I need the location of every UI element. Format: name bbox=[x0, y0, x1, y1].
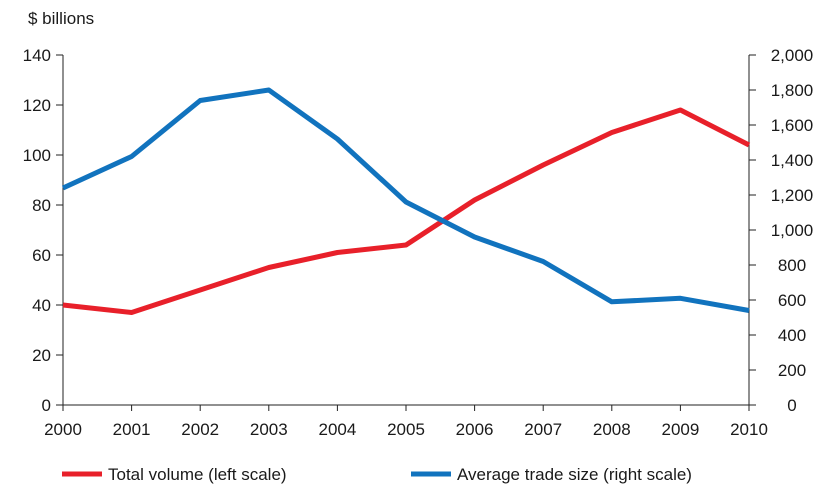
left-tick-label: 80 bbox=[32, 196, 51, 215]
series-line-1 bbox=[62, 107, 751, 315]
legend-label-1: Total volume (left scale) bbox=[108, 465, 287, 484]
right-tick-label: 1,200 bbox=[771, 186, 814, 205]
x-tick-label: 2003 bbox=[250, 420, 288, 439]
x-tick-label: 2008 bbox=[593, 420, 631, 439]
x-tick-label: 2005 bbox=[387, 420, 425, 439]
right-tick-label: 600 bbox=[778, 291, 806, 310]
right-tick-label: 2,000 bbox=[771, 46, 814, 65]
x-tick-label: 2006 bbox=[456, 420, 494, 439]
left-tick-label: 140 bbox=[23, 46, 51, 65]
right-tick-label: 1,600 bbox=[771, 116, 814, 135]
axes: 0 20 40 60 80 100 120 140 0 200 400 600 800 1,000 1,20… bbox=[23, 46, 814, 439]
right-tick-label: 1,400 bbox=[771, 151, 814, 170]
left-tick-label: 0 bbox=[42, 396, 51, 415]
right-tick-label: 200 bbox=[778, 361, 806, 380]
legend: Total volume (left scale) Average trade s… bbox=[62, 465, 692, 484]
right-tick-label: 1,000 bbox=[771, 221, 814, 240]
x-tick-label: 2002 bbox=[181, 420, 219, 439]
left-tick-label: 120 bbox=[23, 96, 51, 115]
left-tick-label: 100 bbox=[23, 146, 51, 165]
left-tick-label: 60 bbox=[32, 246, 51, 265]
x-tick-label: 2007 bbox=[524, 420, 562, 439]
x-tick-label: 2009 bbox=[661, 420, 699, 439]
left-tick-label: 40 bbox=[32, 296, 51, 315]
right-tick-label: 400 bbox=[778, 326, 806, 345]
left-axis-label: $ billions bbox=[28, 9, 94, 28]
x-tick-label: 2000 bbox=[44, 420, 82, 439]
series-lines bbox=[61, 87, 751, 315]
right-tick-label: 1,800 bbox=[771, 81, 814, 100]
x-tick-label: 2004 bbox=[318, 420, 356, 439]
legend-label-2: Average trade size (right scale) bbox=[457, 465, 692, 484]
left-tick-label: 20 bbox=[32, 346, 51, 365]
right-tick-label: 800 bbox=[778, 256, 806, 275]
x-tick-label: 2010 bbox=[730, 420, 768, 439]
right-tick-label: 0 bbox=[787, 396, 796, 415]
x-tick-label: 2001 bbox=[113, 420, 151, 439]
